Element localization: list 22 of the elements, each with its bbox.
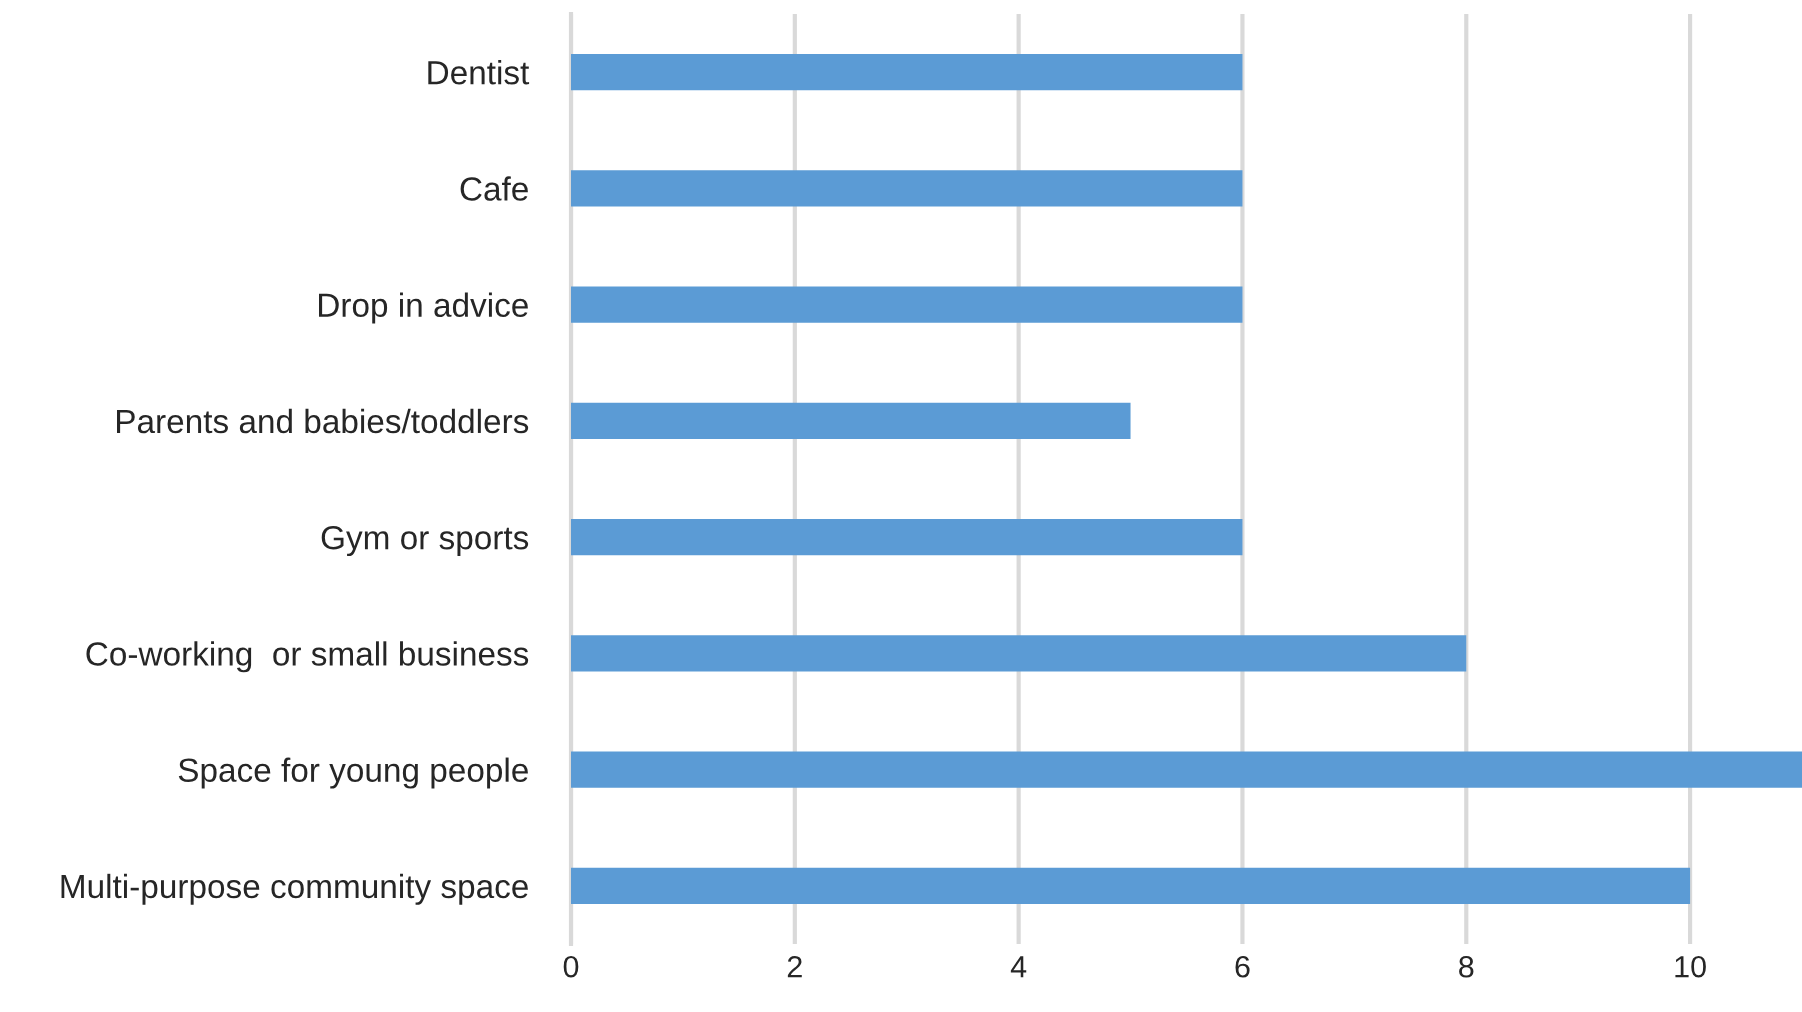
y-tick-label: Space for young people (178, 757, 528, 789)
x-tick-label: 2 (787, 955, 802, 978)
bar (571, 867, 1691, 904)
y-tick-label: Dentist (428, 60, 530, 85)
x-tick-label: 6 (1235, 955, 1250, 978)
y-tick-label: Parents and babies/toddlers (117, 408, 529, 434)
y-tick-label: Gym or sports (321, 525, 529, 557)
bar (571, 402, 1131, 439)
bar (571, 751, 1802, 788)
x-tick-label: 4 (1010, 956, 1027, 978)
bar (571, 54, 1243, 91)
bar (571, 635, 1467, 672)
y-tick-label: Drop in advice (319, 292, 528, 324)
bar (571, 170, 1243, 207)
y-tick-label: Cafe (460, 176, 528, 201)
x-tick-label: 0 (563, 955, 579, 978)
y-tick-label: Co-working or small business (86, 641, 529, 673)
bar (571, 286, 1243, 323)
bar (571, 519, 1243, 556)
x-tick-label: 10 (1675, 955, 1706, 978)
y-tick-label: Multi-purpose community space (61, 873, 528, 905)
x-tick-label: 8 (1459, 955, 1474, 978)
